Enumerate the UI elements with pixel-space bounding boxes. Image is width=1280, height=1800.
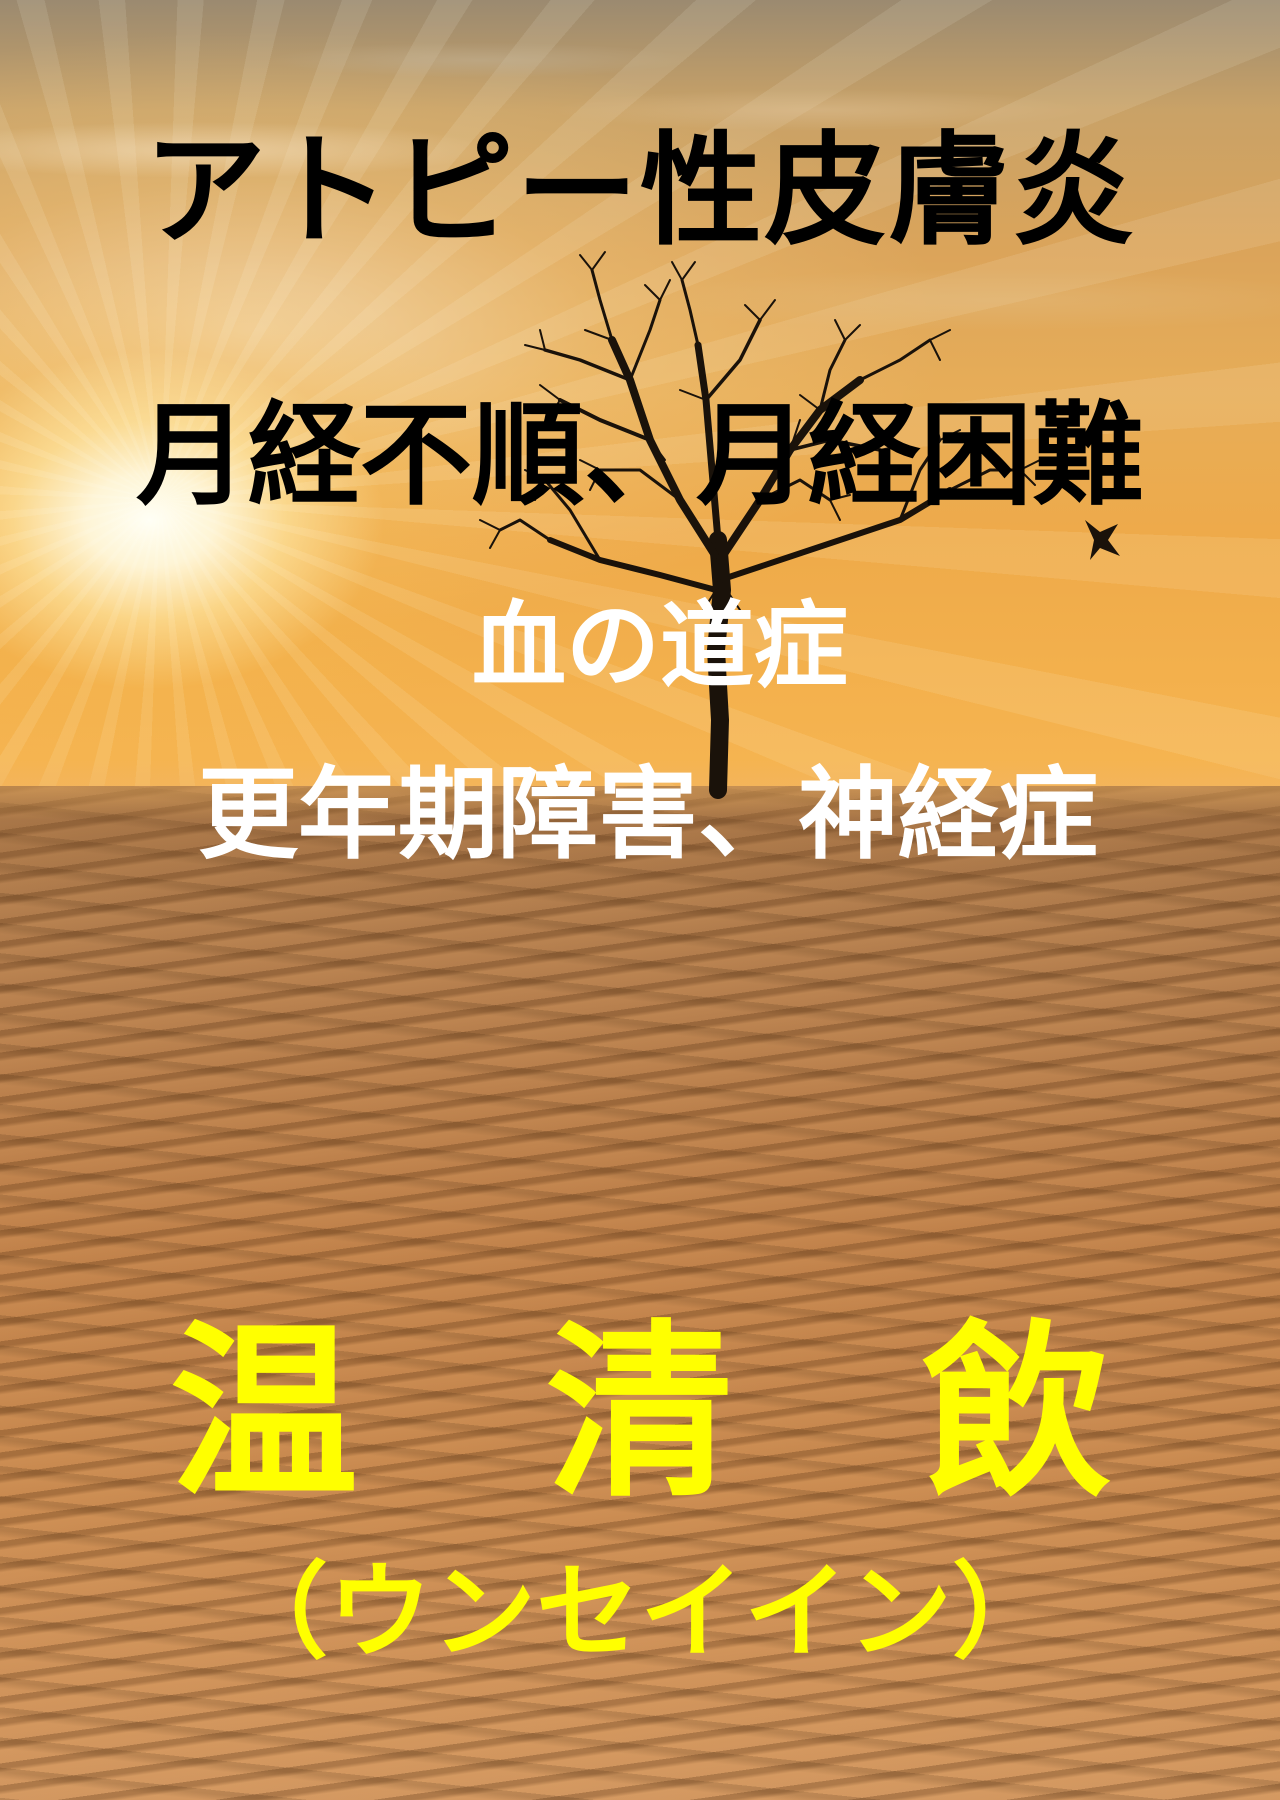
product-name: 温 清 飲	[170, 1304, 1110, 1523]
sun-rays	[0, 0, 1280, 790]
condition-heading-menopause: 更年期障害、神経症	[198, 756, 1098, 873]
product-reading: （ウンセイイン）	[223, 1551, 1056, 1673]
sand-dunes	[0, 786, 1280, 1800]
condition-heading-menstrual: 月経不順、月経困難	[136, 391, 1144, 521]
sunset-sky	[0, 0, 1280, 790]
condition-heading-chi-no-michi: 血の道症	[471, 592, 848, 701]
condition-heading-atopic-dermatitis: アトピー性皮膚炎	[144, 120, 1136, 262]
bare-tree-icon	[479, 251, 1120, 799]
clouds	[0, 0, 1280, 790]
horizon-glow	[0, 760, 1280, 820]
